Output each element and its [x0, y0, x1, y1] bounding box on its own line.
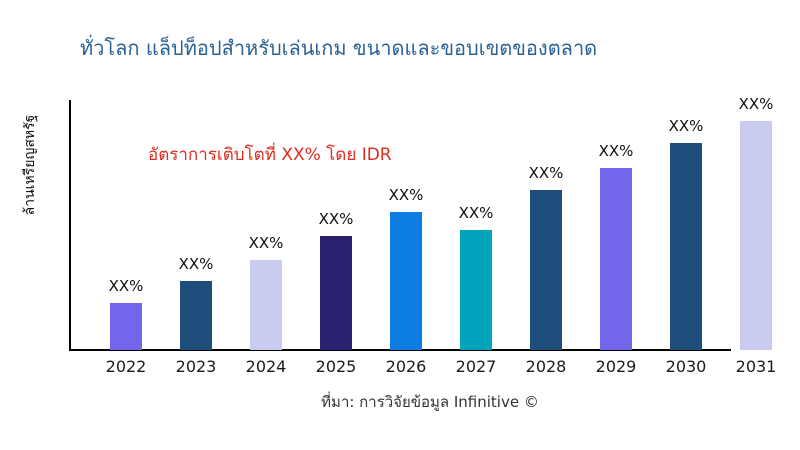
- chart-title: ทั่วโลก แล็ปท็อปสำหรับเล่นเกม ขนาดและขอบ…: [80, 36, 598, 60]
- x-tick-label-2028: 2028: [525, 357, 567, 376]
- bar-2027: [460, 230, 492, 350]
- x-tick-label-2022: 2022: [105, 357, 147, 376]
- bar-2025: [320, 236, 352, 350]
- bar-2022: [110, 303, 142, 350]
- bar-2023: [180, 281, 212, 350]
- y-axis-line: [69, 100, 71, 351]
- bar-value-label-2024: XX%: [248, 234, 284, 252]
- bar-2026: [390, 212, 422, 350]
- bar-value-label-2027: XX%: [458, 204, 494, 222]
- bar-value-label-2030: XX%: [668, 117, 704, 135]
- bar-2030: [670, 143, 702, 350]
- bar-2031: [740, 121, 772, 350]
- x-tick-label-2026: 2026: [385, 357, 427, 376]
- x-tick-label-2023: 2023: [175, 357, 217, 376]
- x-axis-line: [69, 349, 731, 351]
- bar-value-label-2025: XX%: [318, 210, 354, 228]
- bar-value-label-2029: XX%: [598, 142, 634, 160]
- x-tick-label-2031: 2031: [735, 357, 777, 376]
- x-tick-label-2027: 2027: [455, 357, 497, 376]
- bar-value-label-2026: XX%: [388, 186, 424, 204]
- x-tick-label-2029: 2029: [595, 357, 637, 376]
- bar-value-label-2023: XX%: [178, 255, 214, 273]
- x-tick-label-2025: 2025: [315, 357, 357, 376]
- bar-2028: [530, 190, 562, 350]
- bar-value-label-2031: XX%: [738, 95, 774, 113]
- y-axis-label: ล้านเหรียญสหรัฐ: [22, 114, 38, 216]
- x-tick-label-2030: 2030: [665, 357, 707, 376]
- growth-rate-annotation: อัตราการเติบโตที่ XX% โดย IDR: [148, 145, 392, 165]
- bar-2024: [250, 260, 282, 350]
- bar-value-label-2022: XX%: [108, 277, 144, 295]
- bar-2029: [600, 168, 632, 350]
- x-tick-label-2024: 2024: [245, 357, 287, 376]
- bar-value-label-2028: XX%: [528, 164, 564, 182]
- source-note: ที่มา: การวิจัยข้อมูล Infinitive ©: [321, 393, 539, 411]
